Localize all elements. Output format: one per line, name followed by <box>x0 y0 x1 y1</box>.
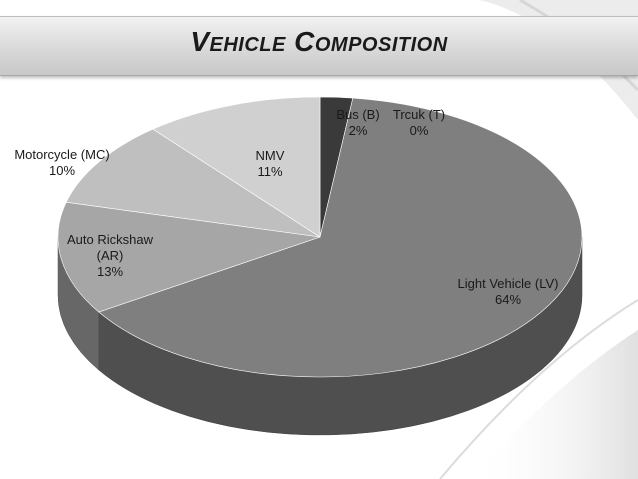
title-bar <box>0 16 638 76</box>
pie-label-motorcycle-mc: Motorcycle (MC) 10% <box>14 147 109 178</box>
pie-slice-motorcycle-mc <box>65 128 321 238</box>
pie-labels: Bus (B) 2% Trcuk (T) 0% Light Vehicle (LV) 64… <box>14 107 558 307</box>
pie-label-light-vehicle-lv: Light Vehicle (LV) 64% <box>458 276 559 307</box>
pie-label-auto-rickshaw-ar: Auto Rickshaw (AR) 13% <box>67 232 154 279</box>
pie-slice-auto-rickshaw-ar <box>57 201 321 313</box>
pie-label-bus-b: Bus (B) 2% <box>336 107 379 138</box>
pie-label-trcuk-t: Trcuk (T) 0% <box>393 107 445 138</box>
slide-title: Vehicle Composition <box>190 26 448 57</box>
pie-slice-nmv <box>152 96 321 238</box>
pie-label-nmv: NMV 11% <box>256 148 285 179</box>
pie-slice-light-vehicle-lv <box>98 97 583 378</box>
pie-tops <box>57 96 583 378</box>
